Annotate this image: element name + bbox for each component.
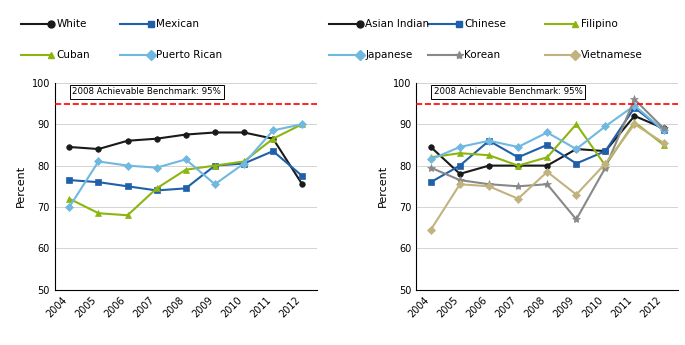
Text: White: White bbox=[57, 19, 87, 29]
Text: Cuban: Cuban bbox=[57, 50, 90, 60]
Text: Japanese: Japanese bbox=[365, 50, 412, 60]
Text: 2008 Achievable Benchmark: 95%: 2008 Achievable Benchmark: 95% bbox=[434, 87, 582, 96]
Y-axis label: Percent: Percent bbox=[16, 165, 26, 207]
Text: Filipino: Filipino bbox=[581, 19, 618, 29]
Y-axis label: Percent: Percent bbox=[377, 165, 388, 207]
Text: Korean: Korean bbox=[464, 50, 501, 60]
Text: Asian Indian: Asian Indian bbox=[365, 19, 429, 29]
Text: Mexican: Mexican bbox=[156, 19, 199, 29]
Text: Chinese: Chinese bbox=[464, 19, 506, 29]
Text: 2008 Achievable Benchmark: 95%: 2008 Achievable Benchmark: 95% bbox=[72, 87, 221, 96]
Text: Vietnamese: Vietnamese bbox=[581, 50, 643, 60]
Text: Puerto Rican: Puerto Rican bbox=[156, 50, 223, 60]
